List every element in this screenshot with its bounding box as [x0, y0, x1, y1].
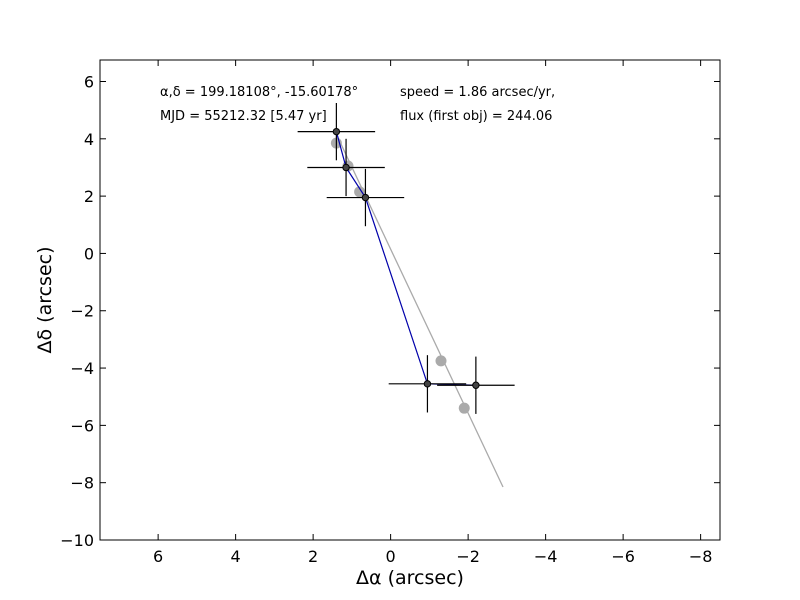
x-tick-label: −8 [689, 547, 713, 566]
marks [297, 102, 515, 488]
x-axis-ticks: 6 4 2 0 −2 −4 −6 −8 [153, 60, 712, 566]
y-tick-label: 6 [84, 72, 94, 91]
y-tick-label: 0 [84, 244, 94, 263]
y-tick-label: −8 [70, 474, 94, 493]
observed-point [332, 127, 341, 136]
y-tick-label: −4 [70, 359, 94, 378]
x-tick-label: 6 [153, 547, 163, 566]
y-tick-label: −6 [70, 416, 94, 435]
y-axis-ticks: 6 4 2 0 −2 −4 −6 −8 −10 [60, 72, 720, 550]
model-point [458, 402, 470, 414]
y-tick-label: −2 [70, 302, 94, 321]
y-axis-label: Δδ (arcsec) [34, 246, 56, 353]
x-tick-label: −2 [456, 547, 480, 566]
observed-point [342, 163, 350, 172]
y-tick-label: 2 [84, 187, 94, 206]
annotation-coordinates: α,δ = 199.18108°, -15.60178° [160, 85, 358, 100]
x-tick-label: −4 [534, 547, 558, 566]
model-point [435, 355, 447, 367]
x-tick-label: −6 [611, 547, 635, 566]
observed-point [423, 380, 432, 388]
y-tick-label: 4 [84, 130, 94, 149]
annotation-speed: speed = 1.86 arcsec/yr, [400, 85, 555, 100]
model-track-line [333, 129, 504, 488]
observed-point [361, 193, 370, 202]
annotation-mjd: MJD = 55212.32 [5.47 yr] [160, 109, 327, 124]
x-tick-label: 4 [231, 547, 241, 566]
x-tick-label: 2 [308, 547, 318, 566]
x-tick-label: 0 [386, 547, 396, 566]
model-point [354, 186, 366, 198]
annotation-flux: flux (first obj) = 244.06 [400, 109, 552, 124]
plot-frame [99, 59, 721, 541]
observed-point [472, 381, 480, 389]
y-tick-label: −10 [60, 531, 94, 550]
observed-track-line [335, 131, 476, 386]
x-axis-label: Δα (arcsec) [356, 567, 464, 589]
